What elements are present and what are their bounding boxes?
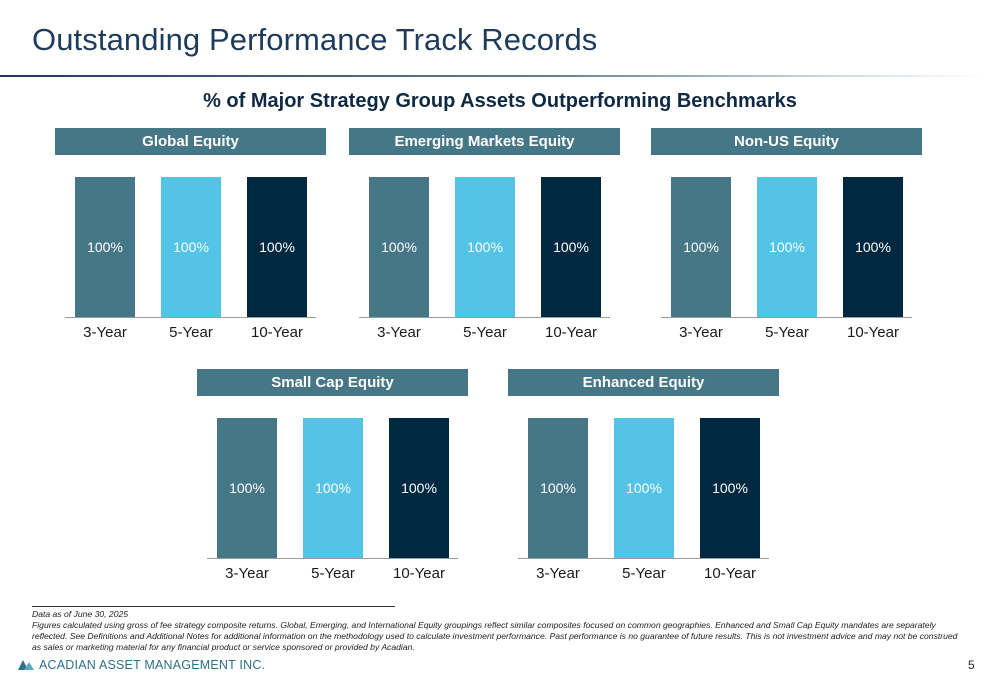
x-tick-label: 3-Year: [377, 324, 421, 341]
chart-header: Enhanced Equity: [508, 369, 779, 396]
footnote-date: Data as of June 30, 2025: [32, 609, 129, 619]
bar-10-year: [247, 177, 307, 317]
x-tick-label: 10-Year: [847, 324, 899, 341]
bar-data-label: 100%: [259, 239, 295, 255]
bar-chart-plot: 100% 3-Year 100% 5-Year 100% 10-Year: [65, 177, 316, 341]
bar-5-year: [161, 177, 221, 317]
page-title: Outstanding Performance Track Records: [32, 22, 598, 57]
bar-5-year: [614, 418, 674, 558]
x-tick-label: 3-Year: [679, 324, 723, 341]
chart-subtitle: % of Major Strategy Group Assets Outperf…: [203, 90, 797, 112]
title-divider: [0, 75, 985, 77]
x-tick-label: 5-Year: [765, 324, 809, 341]
bar-data-label: 100%: [315, 480, 351, 496]
bar-chart-plot: 100% 3-Year 100% 5-Year 100% 10-Year: [359, 177, 610, 341]
chart-small-cap-equity: Small Cap Equity 100% 3-Year 100% 5-Year 100…: [197, 369, 468, 582]
chart-non-us-equity: Non-US Equity 100% 3-Year 100% 5-Year 100% 10…: [651, 128, 922, 341]
x-tick-label: 5-Year: [622, 565, 666, 582]
footnote-disclaimer: Figures calculated using gross of fee st…: [32, 620, 958, 652]
bar-data-label: 100%: [540, 480, 576, 496]
chart-header: Emerging Markets Equity: [349, 128, 620, 155]
bar-3-year: [75, 177, 135, 317]
footnotes: Data as of June 30, 2025 Figures calcula…: [32, 609, 962, 653]
x-tick-label: 3-Year: [536, 565, 580, 582]
bar-data-label: 100%: [626, 480, 662, 496]
bar-data-label: 100%: [87, 239, 123, 255]
bar-10-year: [700, 418, 760, 558]
bar-chart-plot: 100% 3-Year 100% 5-Year 100% 10-Year: [518, 418, 769, 582]
x-tick-label: 3-Year: [225, 565, 269, 582]
bar-data-label: 100%: [467, 239, 503, 255]
x-tick-label: 10-Year: [251, 324, 303, 341]
x-tick-label: 5-Year: [311, 565, 355, 582]
x-tick-label: 5-Year: [463, 324, 507, 341]
chart-header: Non-US Equity: [651, 128, 922, 155]
bar-data-label: 100%: [173, 239, 209, 255]
bar-chart-plot: 100% 3-Year 100% 5-Year 100% 10-Year: [661, 177, 912, 341]
bar-5-year: [757, 177, 817, 317]
page-number: 5: [968, 658, 975, 672]
bar-10-year: [389, 418, 449, 558]
bar-3-year: [528, 418, 588, 558]
x-tick-label: 10-Year: [704, 565, 756, 582]
x-tick-label: 10-Year: [545, 324, 597, 341]
bar-3-year: [369, 177, 429, 317]
company-logo: ACADIAN ASSET MANAGEMENT INC.: [18, 657, 265, 673]
bar-3-year: [217, 418, 277, 558]
bar-data-label: 100%: [381, 239, 417, 255]
logo-text: ACADIAN ASSET MANAGEMENT INC.: [39, 658, 266, 672]
bar-10-year: [843, 177, 903, 317]
x-tick-label: 3-Year: [83, 324, 127, 341]
acadian-logo-icon: [18, 660, 34, 670]
bar-3-year: [671, 177, 731, 317]
bar-data-label: 100%: [229, 480, 265, 496]
bar-10-year: [541, 177, 601, 317]
bar-5-year: [303, 418, 363, 558]
footnote-divider: [32, 606, 395, 607]
bar-data-label: 100%: [769, 239, 805, 255]
chart-emerging-markets-equity: Emerging Markets Equity 100% 3-Year 100% 5-…: [349, 128, 620, 341]
chart-global-equity: Global Equity 100% 3-Year 100% 5-Year 100% 10…: [55, 128, 326, 341]
chart-header: Small Cap Equity: [197, 369, 468, 396]
bar-data-label: 100%: [401, 480, 437, 496]
bar-data-label: 100%: [553, 239, 589, 255]
bar-data-label: 100%: [712, 480, 748, 496]
bar-5-year: [455, 177, 515, 317]
chart-header: Global Equity: [55, 128, 326, 155]
bar-data-label: 100%: [683, 239, 719, 255]
x-tick-label: 5-Year: [169, 324, 213, 341]
chart-enhanced-equity: Enhanced Equity 100% 3-Year 100% 5-Year 100%…: [508, 369, 779, 582]
x-tick-label: 10-Year: [393, 565, 445, 582]
bar-data-label: 100%: [855, 239, 891, 255]
bar-chart-plot: 100% 3-Year 100% 5-Year 100% 10-Year: [207, 418, 458, 582]
